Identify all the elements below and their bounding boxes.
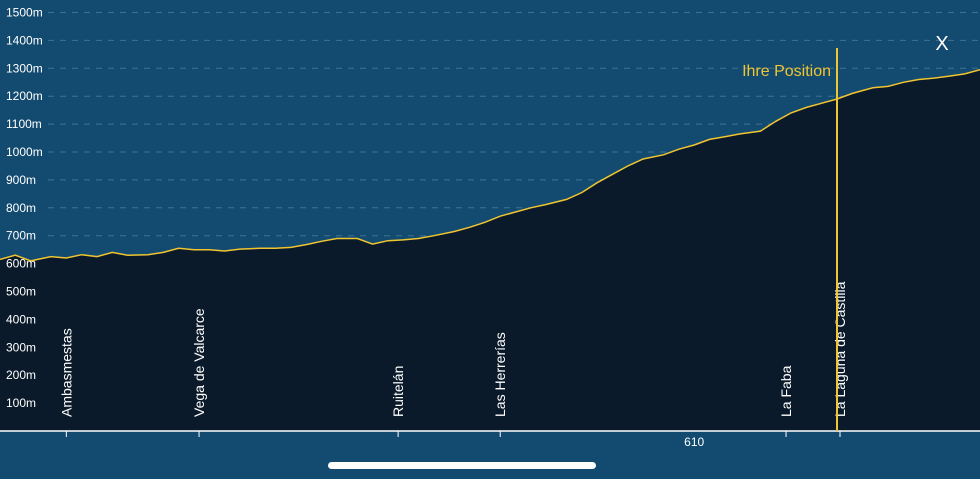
- y-tick-label: 600m: [6, 257, 36, 271]
- current-position-marker: Ihre Position: [742, 48, 838, 431]
- x-axis-ticks: 610: [65, 431, 841, 449]
- x-axis-bar: [0, 431, 980, 479]
- y-tick-label: 200m: [6, 368, 36, 382]
- y-tick-label: 1000m: [6, 145, 43, 159]
- waypoint-label: La Laguna de Castilla: [832, 281, 848, 417]
- y-tick-label: 900m: [6, 173, 36, 187]
- waypoint-label: Ruitelán: [390, 366, 406, 417]
- waypoint-label: La Faba: [778, 365, 794, 417]
- waypoint-label: Las Herrerías: [492, 332, 508, 417]
- y-tick-label: 800m: [6, 201, 36, 215]
- x-tick-label: 610: [684, 435, 704, 449]
- terrain-fill: [0, 69, 980, 431]
- y-tick-label: 500m: [6, 285, 36, 299]
- home-indicator[interactable]: [328, 462, 596, 469]
- y-tick-label: 1200m: [6, 89, 43, 103]
- close-button[interactable]: X: [935, 33, 949, 55]
- y-axis-labels: 100m 200m 300m 400m 500m 600m 700m 800m 900m 1000…: [6, 6, 43, 411]
- position-label: Ihre Position: [742, 63, 831, 80]
- y-tick-label: 1300m: [6, 61, 43, 75]
- y-tick-label: 700m: [6, 229, 36, 243]
- y-tick-label: 1100m: [6, 117, 42, 131]
- y-tick-label: 300m: [6, 340, 36, 354]
- y-tick-label: 1400m: [6, 33, 43, 47]
- waypoint-label: Ambasmestas: [58, 328, 74, 417]
- y-tick-label: 1500m: [6, 6, 43, 20]
- y-tick-label: 100m: [6, 396, 36, 410]
- waypoint-label: Vega de Valcarce: [191, 308, 207, 417]
- y-tick-label: 400m: [6, 312, 36, 326]
- elevation-line: [0, 68, 980, 262]
